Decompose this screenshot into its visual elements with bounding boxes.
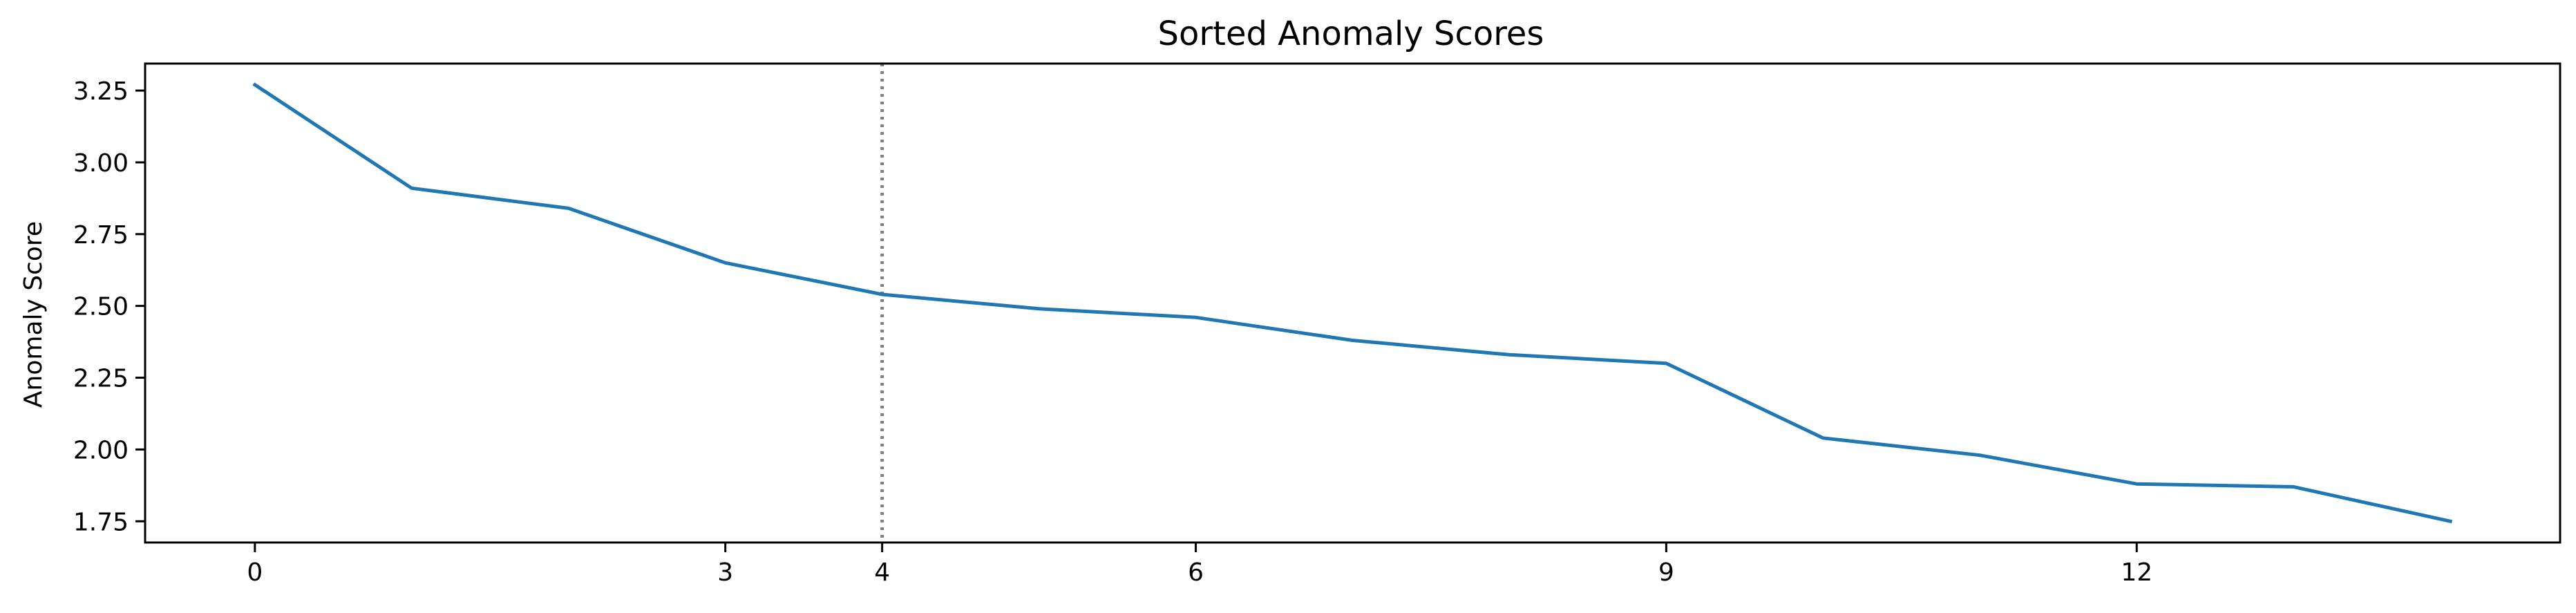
plot-frame: [144, 62, 2561, 544]
y-tick-label: 2.50: [73, 293, 129, 321]
x-tick-label: 12: [2121, 558, 2152, 587]
x-tick-label: 6: [1188, 558, 1204, 587]
x-tick-label: 0: [247, 558, 263, 587]
y-tick-label: 2.75: [73, 221, 129, 249]
x-tick-label: 4: [874, 558, 890, 587]
y-tick-label: 3.00: [73, 149, 129, 178]
y-tick-label: 3.25: [73, 77, 129, 106]
y-axis-label: Anomaly Score: [19, 221, 48, 408]
chart-title: Sorted Anomaly Scores: [1158, 15, 1544, 53]
y-tick-label: 2.25: [73, 365, 129, 393]
y-tick-label: 1.75: [73, 508, 129, 536]
plot-area: 0 3 4 6 9 12 1.75 2.00 2.25 2.50 2.75 3.00 3.25: [73, 62, 2561, 587]
y-tick-label: 2.00: [73, 436, 129, 464]
x-tick-label: 3: [717, 558, 733, 587]
x-tick-label: 9: [1658, 558, 1674, 587]
